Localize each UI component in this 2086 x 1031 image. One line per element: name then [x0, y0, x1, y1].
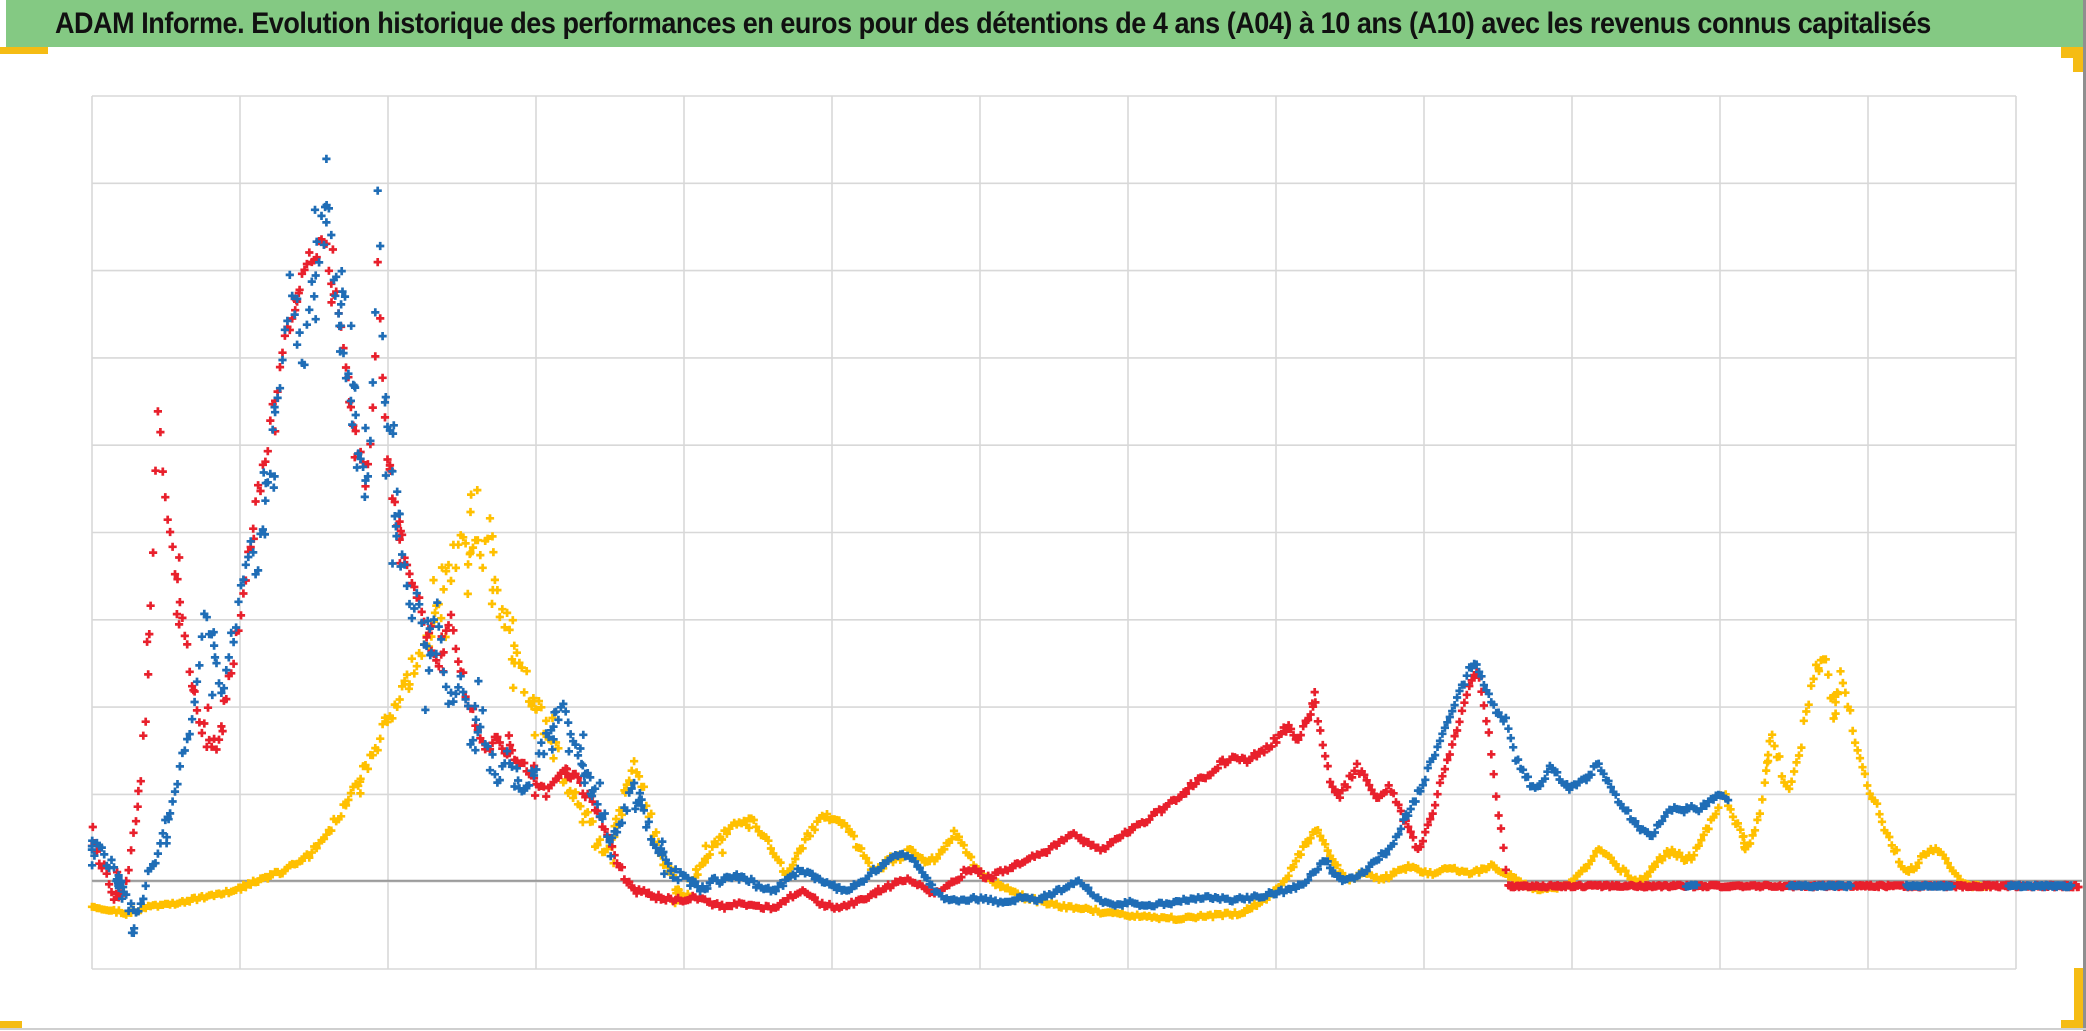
gridlines: [91, 95, 2017, 970]
performance-scatter-chart[interactable]: [0, 47, 2086, 1031]
series-blue: [87, 154, 2076, 937]
window-bottom-border: [0, 1028, 2086, 1030]
chart-title: ADAM Informe. Evolution historique des p…: [55, 6, 1931, 40]
selection-accent-top-left: [0, 47, 48, 54]
chart-canvas: [87, 95, 2083, 970]
window-right-border: [2083, 0, 2086, 1031]
selection-accent-top-right-h: [2061, 47, 2083, 58]
series-red: [87, 235, 2083, 914]
selection-accent-bottom-left: [0, 1021, 22, 1029]
chart-title-bar[interactable]: ADAM Informe. Evolution historique des p…: [6, 0, 2083, 47]
selection-accent-top-right-v: [2073, 58, 2083, 72]
series-yellow: [87, 486, 1996, 924]
selection-accent-bottom-right-v: [2074, 968, 2083, 1024]
selection-accent-bottom-right-h: [2061, 1020, 2086, 1029]
